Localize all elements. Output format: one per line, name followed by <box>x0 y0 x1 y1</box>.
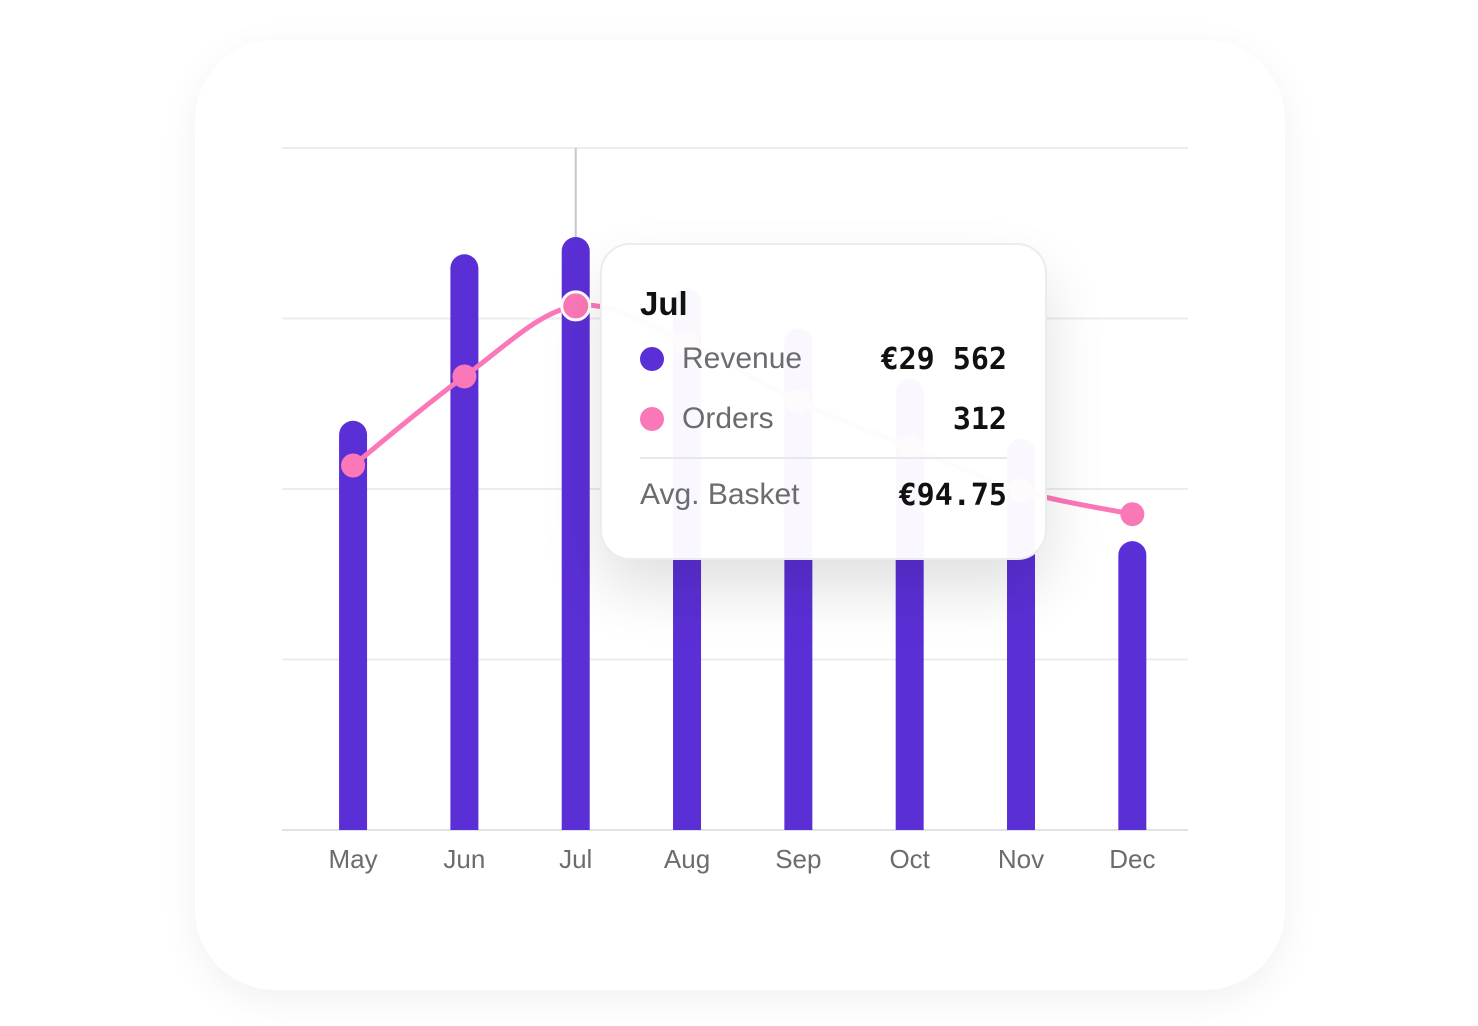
point <box>1120 502 1145 527</box>
x-tick-label: Nov <box>998 844 1044 874</box>
bar <box>450 254 479 830</box>
point <box>560 290 592 322</box>
tooltip-swatch <box>640 347 664 371</box>
tooltip-label: Avg. Basket <box>640 478 800 511</box>
tooltip: Jul Revenue €29 562 Orders 312 Avg. Basket… <box>600 243 1047 560</box>
bar <box>1118 541 1147 830</box>
tooltip-divider <box>640 457 1007 459</box>
bar <box>561 237 590 831</box>
tooltip-row: Orders 312 <box>640 389 1007 449</box>
point <box>452 364 477 389</box>
tooltip-row: Revenue €29 562 <box>640 329 1007 389</box>
x-tick-label: Oct <box>889 844 930 874</box>
tooltip-value: 312 <box>952 401 1007 437</box>
x-tick-label: May <box>329 844 378 874</box>
x-tick-label: Jul <box>559 844 592 874</box>
bar <box>339 420 368 830</box>
tooltip-value: €94.75 <box>898 477 1007 513</box>
tooltip-swatch <box>640 407 664 431</box>
tooltip-label: Orders <box>682 402 774 435</box>
tooltip-title: Jul <box>640 285 688 322</box>
point <box>341 453 366 478</box>
x-tick-label: Aug <box>664 844 710 874</box>
tooltip-label: Revenue <box>682 342 803 375</box>
tooltip-row: Avg. Basket €94.75 <box>640 465 1007 525</box>
x-tick-label: Jun <box>443 844 485 874</box>
x-tick-label: Dec <box>1109 844 1155 874</box>
x-tick-label: Sep <box>775 844 821 874</box>
tooltip-value: €29 562 <box>880 341 1007 377</box>
